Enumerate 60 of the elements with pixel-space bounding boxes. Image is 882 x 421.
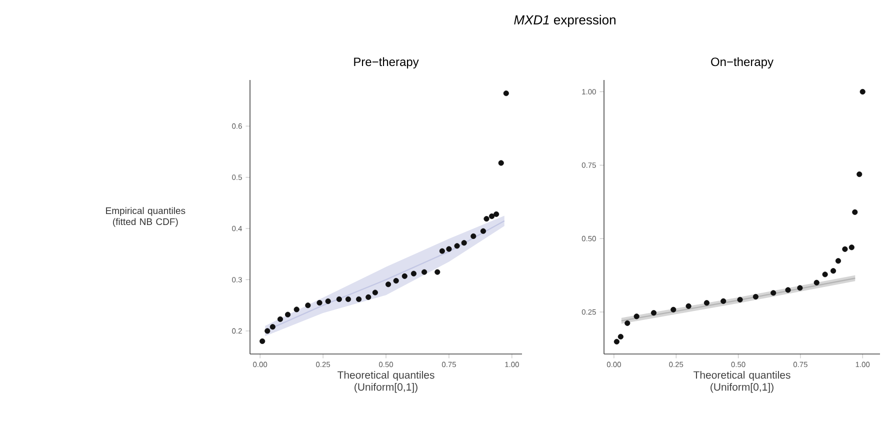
text: MXD1 expression (514, 14, 616, 28)
point (752, 294, 758, 300)
point (439, 248, 445, 254)
point (305, 302, 311, 308)
point (421, 269, 428, 275)
x-axis-title: Theoretical quantiles (Uniform[0,1]) (338, 370, 434, 393)
point (410, 270, 417, 276)
point (852, 209, 858, 215)
point (860, 88, 866, 95)
point (454, 243, 460, 249)
point (848, 244, 854, 250)
point (366, 294, 372, 300)
point (737, 296, 743, 302)
point (842, 246, 848, 252)
point (434, 269, 440, 275)
chart-title: On−therapy (711, 57, 774, 68)
point (797, 285, 803, 291)
point (402, 273, 408, 279)
point (260, 338, 266, 344)
point (686, 303, 692, 309)
point (385, 282, 392, 288)
point (480, 228, 486, 234)
point (470, 233, 476, 239)
point (356, 296, 362, 302)
point (650, 310, 657, 316)
point (461, 240, 467, 246)
point (814, 280, 820, 286)
point (835, 258, 842, 264)
point (270, 324, 276, 330)
point (284, 312, 291, 318)
point (614, 338, 620, 344)
point (720, 298, 726, 304)
point (484, 216, 490, 222)
point (446, 246, 452, 252)
point (503, 90, 509, 96)
chart-title: Pre−therapy (354, 57, 419, 68)
point (822, 272, 828, 278)
point (264, 328, 270, 334)
point (325, 298, 331, 304)
point (372, 290, 378, 296)
point (770, 290, 776, 296)
point (634, 314, 640, 320)
point (624, 320, 630, 326)
point (670, 306, 676, 312)
point (345, 296, 352, 302)
x-axis-title: Theoretical quantiles (Uniform[0,1]) (694, 370, 790, 393)
point (494, 211, 500, 217)
point (704, 300, 710, 306)
point (393, 278, 399, 284)
point (336, 296, 342, 302)
point (618, 334, 624, 340)
point (294, 306, 300, 312)
point (277, 316, 284, 322)
point (785, 287, 791, 293)
point (498, 160, 504, 166)
y-axis-title: Empirical quantiles (fitted NB CDF) (106, 207, 186, 227)
point (488, 213, 495, 220)
point (830, 268, 836, 274)
point (316, 300, 322, 306)
point (856, 171, 862, 178)
